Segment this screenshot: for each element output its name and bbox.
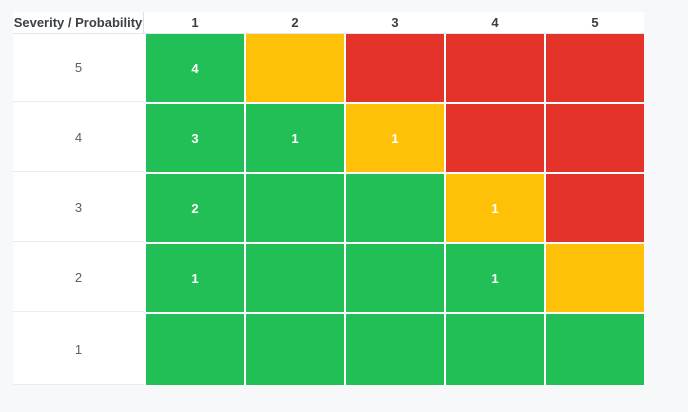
matrix-cell-s5-p1[interactable]: 4 xyxy=(146,34,244,102)
row-label-severity-3: 3 xyxy=(13,174,144,242)
column-header-probability-5: 5 xyxy=(546,12,644,33)
matrix-cell-s2-p4[interactable]: 1 xyxy=(446,244,544,312)
matrix-cell-s3-p5[interactable] xyxy=(546,174,644,242)
row-label-severity-2: 2 xyxy=(13,244,144,312)
matrix-cell-s2-p2[interactable] xyxy=(246,244,344,312)
matrix-cell-s3-p1[interactable]: 2 xyxy=(146,174,244,242)
matrix-cell-s2-p1[interactable]: 1 xyxy=(146,244,244,312)
row-label-severity-4: 4 xyxy=(13,104,144,172)
matrix-cell-s4-p2[interactable]: 1 xyxy=(246,104,344,172)
matrix-corner-header: Severity / Probability xyxy=(13,12,144,33)
matrix-cell-s2-p5[interactable] xyxy=(546,244,644,312)
matrix-cell-s2-p3[interactable] xyxy=(346,244,444,312)
column-header-probability-2: 2 xyxy=(246,12,344,33)
matrix-cell-s5-p5[interactable] xyxy=(546,34,644,102)
row-label-severity-5: 5 xyxy=(13,34,144,102)
matrix-cell-s1-p3[interactable] xyxy=(346,314,444,385)
matrix-cell-s1-p2[interactable] xyxy=(246,314,344,385)
matrix-cell-s3-p2[interactable] xyxy=(246,174,344,242)
column-header-probability-4: 4 xyxy=(446,12,544,33)
matrix-cell-s4-p3[interactable]: 1 xyxy=(346,104,444,172)
matrix-header-row: Severity / Probability 1 2 3 4 5 xyxy=(13,12,644,34)
matrix-body: 5 4 4 3 1 1 3 2 1 2 1 1 1 xyxy=(13,34,644,385)
matrix-cell-s1-p5[interactable] xyxy=(546,314,644,385)
column-header-probability-1: 1 xyxy=(146,12,244,33)
matrix-cell-s3-p3[interactable] xyxy=(346,174,444,242)
matrix-cell-s4-p4[interactable] xyxy=(446,104,544,172)
matrix-cell-s5-p4[interactable] xyxy=(446,34,544,102)
matrix-cell-s3-p4[interactable]: 1 xyxy=(446,174,544,242)
matrix-cell-s4-p1[interactable]: 3 xyxy=(146,104,244,172)
matrix-cell-s5-p2[interactable] xyxy=(246,34,344,102)
row-label-severity-1: 1 xyxy=(13,314,144,385)
matrix-cell-s5-p3[interactable] xyxy=(346,34,444,102)
matrix-cell-s1-p4[interactable] xyxy=(446,314,544,385)
matrix-cell-s4-p5[interactable] xyxy=(546,104,644,172)
column-header-probability-3: 3 xyxy=(346,12,444,33)
risk-matrix: Severity / Probability 1 2 3 4 5 5 4 4 3… xyxy=(13,12,644,385)
matrix-cell-s1-p1[interactable] xyxy=(146,314,244,385)
